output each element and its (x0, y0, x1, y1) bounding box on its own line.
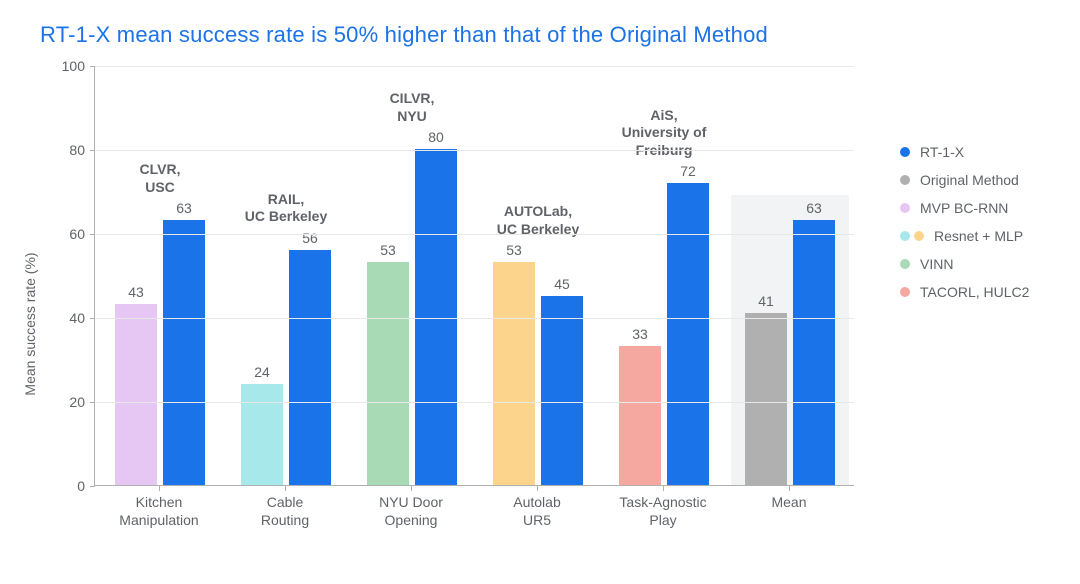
gridline (95, 402, 854, 403)
chart: Mean success rate (%) 4363CLVR,USC2456RA… (40, 66, 1040, 566)
bar: 53 (367, 262, 409, 485)
x-axis-label: CableRouting (220, 494, 350, 529)
legend-label: MVP BC-RNN (920, 200, 1008, 216)
bar: 53 (493, 262, 535, 485)
bar-value-label: 53 (380, 242, 396, 258)
ytick-mark (90, 66, 95, 67)
legend-marker (900, 147, 910, 157)
bar: 63 (163, 220, 205, 485)
ytick-mark (90, 318, 95, 319)
bar-value-label: 72 (680, 163, 696, 179)
y-axis-label: Mean success rate (%) (22, 252, 38, 395)
legend-label: TACORL, HULC2 (920, 284, 1029, 300)
ytick-label: 0 (77, 478, 85, 494)
gridline (95, 318, 854, 319)
legend-label: Original Method (920, 172, 1019, 188)
legend-label: Resnet + MLP (934, 228, 1023, 244)
bar: 24 (241, 384, 283, 485)
legend-item: Original Method (900, 166, 1080, 194)
bar: 80 (415, 149, 457, 485)
legend-marker (900, 287, 910, 297)
bar-value-label: 80 (428, 129, 444, 145)
plot-column: 4363CLVR,USC2456RAIL,UC Berkeley5380CILV… (40, 66, 1040, 566)
plot-area: 4363CLVR,USC2456RAIL,UC Berkeley5380CILV… (94, 66, 854, 486)
ytick-label: 60 (69, 226, 85, 242)
bar-value-label: 45 (554, 276, 570, 292)
xtick-mark (789, 486, 790, 491)
legend-label: RT-1-X (920, 144, 964, 160)
ytick-mark (90, 234, 95, 235)
legend-item: MVP BC-RNN (900, 194, 1080, 222)
legend-marker (900, 203, 910, 213)
x-axis-label: AutolabUR5 (472, 494, 602, 529)
bar: 56 (289, 250, 331, 485)
x-axis-labels: KitchenManipulationCableRoutingNYU DoorO… (94, 486, 854, 536)
legend-item: VINN (900, 250, 1080, 278)
bar-value-label: 41 (758, 293, 774, 309)
xtick-mark (537, 486, 538, 491)
legend-marker (900, 231, 910, 241)
xtick-mark (159, 486, 160, 491)
bar: 43 (115, 304, 157, 485)
legend: RT-1-X Original Method MVP BC-RNN Resnet + … (900, 138, 1080, 306)
bars-layer: 4363CLVR,USC2456RAIL,UC Berkeley5380CILV… (95, 66, 854, 485)
x-axis-label: KitchenManipulation (94, 494, 224, 529)
bar: 72 (667, 183, 709, 485)
gridline (95, 66, 854, 67)
legend-item: TACORL, HULC2 (900, 278, 1080, 306)
gridline (95, 234, 854, 235)
x-axis-label: Mean (724, 494, 854, 512)
legend-marker (914, 231, 924, 241)
legend-label: VINN (920, 256, 953, 272)
gridline (95, 150, 854, 151)
ytick-label: 20 (69, 394, 85, 410)
x-axis-label: NYU DoorOpening (346, 494, 476, 529)
legend-item: RT-1-X (900, 138, 1080, 166)
bar-value-label: 43 (128, 284, 144, 300)
group-annotation: AiS,University ofFreiburg (594, 107, 734, 160)
ytick-label: 100 (62, 58, 85, 74)
bar-value-label: 63 (806, 200, 822, 216)
bar: 33 (619, 346, 661, 485)
legend-marker (900, 259, 910, 269)
group-annotation: CLVR,USC (90, 161, 230, 196)
xtick-mark (285, 486, 286, 491)
bar-value-label: 63 (176, 200, 192, 216)
xtick-mark (663, 486, 664, 491)
bar: 45 (541, 296, 583, 485)
bar-value-label: 24 (254, 364, 270, 380)
bar-value-label: 33 (632, 326, 648, 342)
group-annotation: CILVR,NYU (342, 90, 482, 125)
ytick-mark (90, 402, 95, 403)
bar: 63 (793, 220, 835, 485)
x-axis-label: Task-AgnosticPlay (598, 494, 728, 529)
ytick-label: 40 (69, 310, 85, 326)
legend-item: Resnet + MLP (900, 222, 1080, 250)
bar: 41 (745, 313, 787, 485)
page: RT-1-X mean success rate is 50% higher t… (0, 0, 1080, 584)
bar-value-label: 56 (302, 230, 318, 246)
xtick-mark (411, 486, 412, 491)
ytick-label: 80 (69, 142, 85, 158)
bar-value-label: 53 (506, 242, 522, 258)
page-title: RT-1-X mean success rate is 50% higher t… (40, 22, 1040, 48)
legend-marker (900, 175, 910, 185)
group-annotation: RAIL,UC Berkeley (216, 191, 356, 226)
ytick-mark (90, 150, 95, 151)
